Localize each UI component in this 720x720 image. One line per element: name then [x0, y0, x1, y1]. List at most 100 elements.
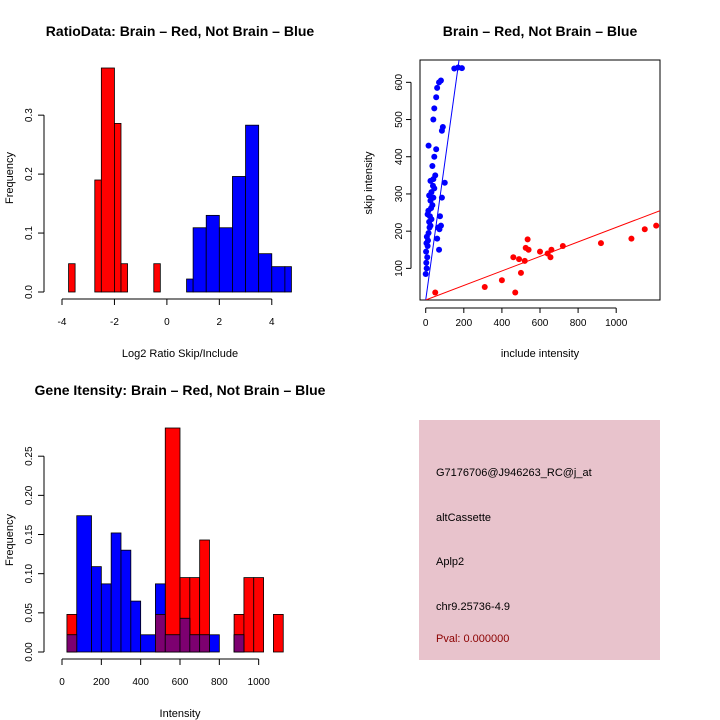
gene-x-tick-label: 1000 — [248, 677, 271, 688]
scatter-x-tick-label: 800 — [570, 318, 587, 329]
scatter-point-blue — [432, 172, 439, 179]
scatter-point-red — [597, 240, 604, 247]
scatter-point-red — [653, 222, 660, 229]
probe-id: G7176706@J946263_RC@j_at — [436, 467, 592, 479]
gene-bar-blue — [91, 566, 102, 653]
scatter-x-tick-label: 400 — [494, 318, 511, 329]
scatter-point-blue — [429, 163, 436, 170]
ratio-histogram-bars — [68, 67, 292, 293]
scatter-point-red — [547, 254, 554, 261]
scatter-point-red — [512, 289, 519, 296]
gene-bar-blue — [209, 634, 220, 653]
scatter-y-tick-label: 100 — [394, 260, 405, 277]
scatter-point-blue — [431, 105, 438, 112]
gene-y-tick-label: 0.05 — [24, 603, 35, 623]
info-panel-background — [419, 420, 660, 660]
scatter-point-blue — [423, 259, 430, 266]
scatter-point-blue — [423, 248, 430, 255]
gene-bar-blue — [130, 600, 142, 653]
gene-intensity-histogram: Gene Itensity: Brain – Red, Not Brain – … — [4, 382, 326, 720]
ratio-y-tick-label: 0.2 — [24, 167, 35, 181]
ratio-histogram-ylabel: Frequency — [4, 152, 16, 204]
genomic-location: chr9.25736-4.9 — [436, 601, 510, 613]
gene-bar-blue — [76, 515, 92, 653]
gene-bar-overlap — [164, 634, 181, 653]
gene-intensity-bars — [66, 427, 284, 653]
scatter-point-blue — [429, 182, 436, 189]
scatter-point-blue — [423, 265, 430, 272]
ratio-x-tick-label: -4 — [58, 317, 67, 328]
regression-line-red — [425, 210, 660, 300]
scatter-point-blue — [458, 65, 465, 72]
scatter-point-blue — [437, 77, 444, 84]
scatter-point-red — [432, 289, 439, 296]
scatter-point-blue — [441, 179, 448, 186]
ratio-bar-blue — [271, 266, 286, 293]
scatter-inner — [422, 60, 660, 300]
ratio-bar-blue — [245, 124, 260, 293]
ratio-bar-blue — [284, 266, 292, 293]
scatter-y-tick-label: 200 — [394, 222, 405, 239]
ratio-bar-red — [94, 179, 102, 293]
scatter-point-blue — [434, 235, 441, 242]
scatter-point-blue — [422, 270, 429, 277]
ratio-y-tick-label: 0.0 — [24, 285, 35, 299]
scatter-point-red — [498, 277, 505, 284]
ratio-bar-blue — [186, 278, 194, 293]
scatter-point-blue — [438, 127, 445, 134]
gene-bar-blue — [110, 532, 122, 653]
ratio-bar-red — [114, 123, 122, 293]
scatter-point-red — [641, 226, 648, 233]
gene-intensity-axes: 0 200 400 600 800 1000 0.00 0.05 0.10 0.15 0.20 0.2… — [24, 446, 270, 688]
gene-x-tick-label: 600 — [172, 677, 189, 688]
ratio-x-tick-label: 0 — [164, 317, 170, 328]
regression-line-blue — [425, 60, 460, 300]
scatter-point-blue — [424, 254, 431, 261]
ratio-bar-blue — [258, 253, 273, 293]
ratio-bar-blue — [232, 176, 246, 293]
info-panel: G7176706@J946263_RC@j_at altCassette Apl… — [419, 420, 660, 660]
scatter-x-tick-label: 600 — [532, 318, 549, 329]
ratio-bar-red — [153, 263, 161, 293]
ratio-bar-blue — [192, 227, 207, 293]
gene-x-tick-label: 200 — [93, 677, 110, 688]
gene-name: Aplp2 — [436, 556, 464, 568]
gene-x-tick-label: 400 — [132, 677, 149, 688]
gene-bar-overlap — [179, 617, 191, 653]
ratio-bar-red — [68, 263, 76, 293]
gene-bar-blue — [120, 549, 132, 653]
gene-bar-red — [164, 427, 181, 653]
scatter-point-red — [521, 257, 528, 264]
gene-bar-overlap — [189, 634, 201, 653]
scatter-point-red — [516, 256, 523, 263]
ratio-bar-blue — [205, 214, 220, 293]
scatter-point-red — [628, 235, 635, 242]
scatter-point-blue — [434, 84, 441, 91]
scatter-point-blue — [425, 142, 432, 149]
scatter-point-blue — [433, 94, 440, 101]
scatter-point-blue — [430, 116, 437, 123]
gene-bar-red — [253, 577, 264, 653]
ratio-x-tick-label: -2 — [110, 317, 119, 328]
scatter-x-tick-label: 0 — [423, 318, 429, 329]
gene-bar-red — [243, 577, 255, 653]
gene-intensity-xlabel: Intensity — [160, 708, 201, 720]
scatter-x-tick-label: 1000 — [605, 318, 628, 329]
gene-y-tick-label: 0.10 — [24, 564, 35, 584]
intensity-scatter: Brain – Red, Not Brain – Blue 0 200 400 600… — [363, 23, 661, 360]
ratio-histogram-xlabel: Log2 Ratio Skip/Include — [122, 348, 238, 360]
scatter-point-red — [517, 269, 524, 276]
scatter-point-red — [510, 254, 517, 261]
gene-bar-overlap — [66, 634, 78, 653]
gene-bar-red — [273, 614, 284, 653]
scatter-point-red — [537, 248, 543, 255]
ratio-x-tick-label: 4 — [269, 317, 275, 328]
gene-bar-overlap — [199, 634, 210, 653]
scatter-plot-frame — [419, 59, 661, 301]
scatter-xlabel: include intensity — [501, 348, 580, 360]
scatter-point-blue — [436, 226, 443, 233]
gene-y-tick-label: 0.25 — [24, 446, 35, 466]
scatter-point-red — [481, 283, 488, 290]
scatter-point-blue — [437, 213, 443, 220]
